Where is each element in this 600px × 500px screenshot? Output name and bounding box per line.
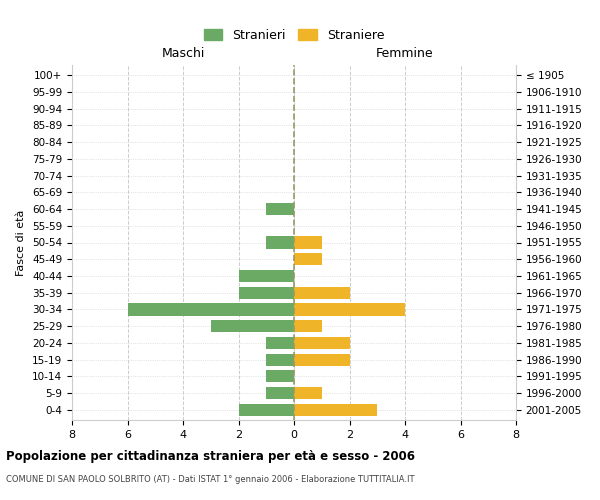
Bar bbox=[266, 236, 294, 248]
Bar bbox=[294, 387, 322, 399]
Bar bbox=[294, 304, 405, 316]
Text: Popolazione per cittadinanza straniera per età e sesso - 2006: Popolazione per cittadinanza straniera p… bbox=[6, 450, 415, 463]
Bar bbox=[239, 404, 294, 416]
Bar bbox=[294, 253, 322, 266]
Bar bbox=[239, 270, 294, 282]
Y-axis label: Anni di nascita: Anni di nascita bbox=[599, 201, 600, 284]
Bar bbox=[266, 370, 294, 382]
Bar bbox=[211, 320, 294, 332]
Bar bbox=[239, 286, 294, 299]
Text: COMUNE DI SAN PAOLO SOLBRITO (AT) - Dati ISTAT 1° gennaio 2006 - Elaborazione TU: COMUNE DI SAN PAOLO SOLBRITO (AT) - Dati… bbox=[6, 475, 415, 484]
Bar bbox=[266, 387, 294, 399]
Bar bbox=[266, 203, 294, 215]
Y-axis label: Fasce di età: Fasce di età bbox=[16, 210, 26, 276]
Bar bbox=[294, 286, 349, 299]
Bar bbox=[266, 354, 294, 366]
Text: Femmine: Femmine bbox=[376, 46, 434, 60]
Bar bbox=[128, 304, 294, 316]
Bar bbox=[294, 337, 349, 349]
Bar bbox=[294, 354, 349, 366]
Bar bbox=[266, 337, 294, 349]
Bar bbox=[294, 404, 377, 416]
Bar bbox=[294, 320, 322, 332]
Text: Maschi: Maschi bbox=[161, 46, 205, 60]
Bar bbox=[294, 236, 322, 248]
Legend: Stranieri, Straniere: Stranieri, Straniere bbox=[200, 25, 388, 46]
